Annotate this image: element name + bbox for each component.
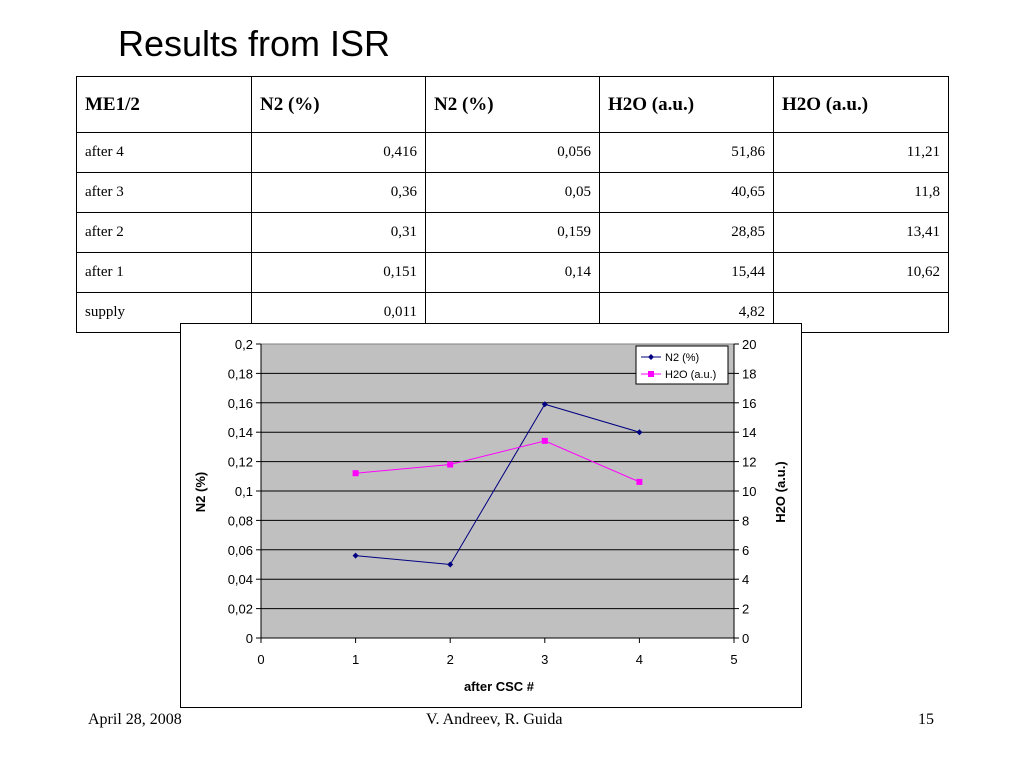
table-row: after 2 0,31 0,159 28,85 13,41 (76, 212, 949, 253)
table-cell: 0,31 (251, 212, 426, 253)
y2-axis-label: H2O (a.u.) (773, 461, 788, 522)
line-chart: 0 0,02 0,04 0,06 0,08 0,1 0,12 0,14 0,16 0,18 0,2 0… (193, 337, 788, 694)
table-cell: after 2 (76, 212, 252, 253)
data-point-h2o (352, 470, 359, 477)
x-tick-label: 1 (352, 652, 359, 667)
table-cell: 0,416 (251, 132, 426, 173)
legend: N2 (%) H2O (a.u.) (635, 345, 729, 385)
header-me12: ME1/2 (76, 76, 252, 133)
table-cell: 51,86 (599, 132, 774, 173)
x-tick-label: 2 (447, 652, 454, 667)
y2-tick-label: 10 (742, 484, 756, 499)
footer-date: April 28, 2008 (88, 711, 182, 728)
header-h2o-b: H2O (a.u.) (773, 76, 949, 133)
y-axis-label: N2 (%) (193, 472, 208, 512)
table-cell: after 3 (76, 172, 252, 213)
data-point-h2o (636, 478, 643, 485)
x-tick-label: 5 (730, 652, 737, 667)
series-line-h2o (355, 440, 640, 483)
y2-tick-label: 2 (742, 602, 749, 617)
series-line-n2 (355, 403, 640, 566)
table-cell: 0,05 (425, 172, 600, 213)
legend-marker-h2o (648, 371, 654, 377)
x-axis-label: after CSC # (464, 679, 535, 694)
table-cell (773, 292, 949, 333)
legend-marker-n2 (648, 354, 654, 360)
table-cell: 28,85 (599, 212, 774, 253)
footer-authors: V. Andreev, R. Guida (426, 711, 563, 728)
y-tick-label: 0,1 (235, 484, 253, 499)
x-tick-label: 3 (541, 652, 548, 667)
page-number: 15 (918, 711, 934, 728)
table-row: after 3 0,36 0,05 40,65 11,8 (76, 172, 949, 213)
y-tick-label: 0,12 (228, 455, 253, 470)
table-cell: 0,056 (425, 132, 600, 173)
table-cell: 11,21 (773, 132, 949, 173)
table-cell: 0,36 (251, 172, 426, 213)
table-header-row: ME1/2 N2 (%) N2 (%) H2O (a.u.) H2O (a.u.… (76, 76, 949, 133)
y2-tick-label: 8 (742, 513, 749, 528)
header-h2o-a: H2O (a.u.) (599, 76, 774, 133)
y2-tick-label: 16 (742, 396, 756, 411)
data-point-n2 (352, 552, 359, 559)
data-point-n2 (636, 429, 643, 436)
y2-tick-label: 18 (742, 366, 756, 381)
data-point-n2 (541, 401, 548, 408)
plot-area (260, 343, 735, 639)
table-cell: 15,44 (599, 252, 774, 293)
table-cell: 0,159 (425, 212, 600, 253)
table-cell: 0,14 (425, 252, 600, 293)
series-layer (352, 401, 643, 568)
y2-tick-label: 6 (742, 543, 749, 558)
x-tick-label: 4 (636, 652, 643, 667)
data-point-h2o (541, 437, 548, 444)
legend-box (635, 345, 729, 385)
chart-container: 0 0,02 0,04 0,06 0,08 0,1 0,12 0,14 0,16 0,18 0,2 0… (180, 323, 802, 708)
table-cell: 40,65 (599, 172, 774, 213)
header-n2-b: N2 (%) (425, 76, 600, 133)
axes: 0 0,02 0,04 0,06 0,08 0,1 0,12 0,14 0,16 0,18 0,2 0… (228, 337, 757, 667)
data-point-h2o (447, 461, 454, 468)
y-tick-label: 0,04 (228, 572, 253, 587)
header-n2-a: N2 (%) (251, 76, 426, 133)
legend-label-n2: N2 (%) (665, 352, 699, 364)
y2-tick-label: 4 (742, 572, 749, 587)
table-cell: 10,62 (773, 252, 949, 293)
y-tick-label: 0,14 (228, 425, 253, 440)
legend-label-h2o: H2O (a.u.) (665, 369, 716, 381)
y-tick-label: 0,18 (228, 366, 253, 381)
y2-tick-label: 14 (742, 425, 756, 440)
y2-tick-label: 0 (742, 631, 749, 646)
y-tick-label: 0,08 (228, 513, 253, 528)
y-tick-label: 0,2 (235, 337, 253, 352)
y-tick-label: 0 (246, 631, 253, 646)
table-cell: after 1 (76, 252, 252, 293)
table-cell: 13,41 (773, 212, 949, 253)
data-point-n2 (447, 561, 454, 568)
x-tick-label: 0 (257, 652, 264, 667)
table-cell: 0,151 (251, 252, 426, 293)
table-row: after 4 0,416 0,056 51,86 11,21 (76, 132, 949, 173)
y2-tick-label: 20 (742, 337, 756, 352)
y-tick-label: 0,02 (228, 602, 253, 617)
y-tick-label: 0,16 (228, 396, 253, 411)
slide-title: Results from ISR (118, 23, 391, 64)
y2-tick-label: 12 (742, 455, 756, 470)
table-row: after 1 0,151 0,14 15,44 10,62 (76, 252, 949, 293)
y-tick-label: 0,06 (228, 543, 253, 558)
results-table: ME1/2 N2 (%) N2 (%) H2O (a.u.) H2O (a.u.… (76, 76, 949, 333)
table-cell: 11,8 (773, 172, 949, 213)
table-cell: after 4 (76, 132, 252, 173)
